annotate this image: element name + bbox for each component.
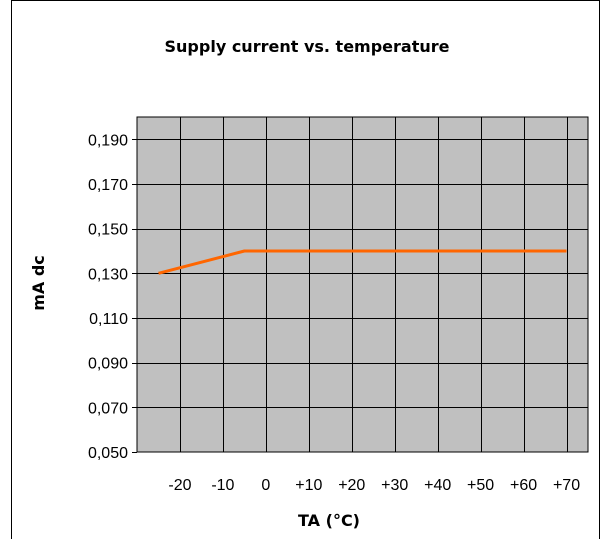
chart-svg: Supply current vs. temperature 0,190 0,17… bbox=[29, 37, 589, 530]
x-tick-label: +60 bbox=[510, 477, 537, 494]
x-tick-label: +30 bbox=[381, 477, 408, 494]
y-tick-label: 0,110 bbox=[89, 311, 128, 328]
chart-title: Supply current vs. temperature bbox=[165, 37, 450, 56]
plot-background bbox=[136, 116, 589, 453]
y-tick-label: 0,170 bbox=[88, 177, 128, 194]
x-tick-label: +70 bbox=[553, 477, 580, 494]
y-tick-label: 0,050 bbox=[88, 445, 128, 462]
y-tick-label: 0,190 bbox=[88, 132, 128, 149]
series-line bbox=[158, 249, 567, 275]
y-axis-ticks: 0,190 0,170 0,150 0,130 0,110 0,090 0,070 0,050 bbox=[88, 132, 137, 462]
x-axis-ticks: -20 -10 0 +10 +20 +30 +40 +50 +60 +70 bbox=[168, 477, 580, 494]
x-tick-label: -10 bbox=[211, 477, 234, 494]
x-tick-label: +10 bbox=[295, 477, 322, 494]
y-axis-label: mA dc bbox=[29, 255, 48, 311]
chart-frame: Supply current vs. temperature 0,190 0,17… bbox=[11, 0, 600, 539]
x-tick-label: +50 bbox=[467, 477, 494, 494]
plot-area bbox=[136, 116, 589, 453]
x-axis-label: TA (°C) bbox=[298, 511, 360, 530]
x-tick-label: 0 bbox=[261, 477, 270, 494]
y-tick-label: 0,150 bbox=[88, 222, 128, 239]
y-tick-label: 0,130 bbox=[88, 266, 128, 283]
x-tick-label: +20 bbox=[338, 477, 365, 494]
x-tick-label: -20 bbox=[168, 477, 191, 494]
y-tick-label: 0,090 bbox=[88, 356, 128, 373]
y-tick-label: 0,070 bbox=[88, 400, 128, 417]
x-tick-label: +40 bbox=[424, 477, 451, 494]
